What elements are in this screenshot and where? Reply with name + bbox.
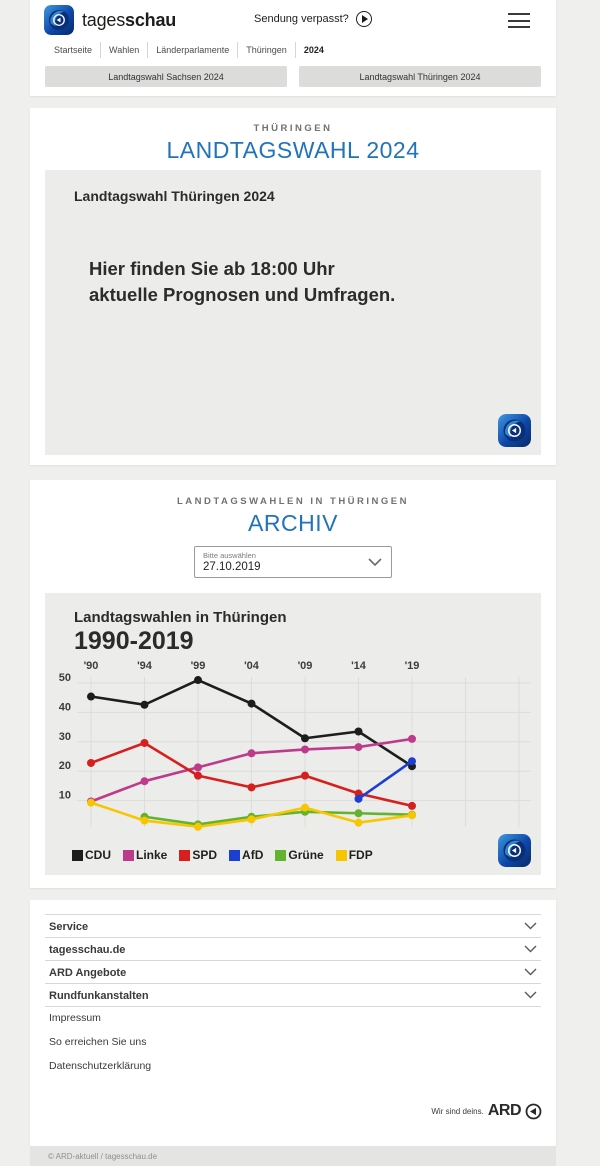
- wordmark-bold: schau: [125, 10, 177, 30]
- teaser-line-2: aktuelle Prognosen und Umfragen.: [89, 284, 396, 305]
- chevron-down-icon: [368, 558, 382, 567]
- legend-swatch: [275, 849, 287, 861]
- quick-links-row: Landtagswahl Sachsen 2024 Landtagswahl T…: [45, 66, 541, 87]
- legend-label: SPD: [192, 848, 218, 862]
- kontakt-link[interactable]: So erreichen Sie uns: [49, 1036, 147, 1048]
- legend-item-Linke: Linke: [123, 848, 167, 862]
- site-wordmark[interactable]: tagesschau: [82, 10, 176, 31]
- breadcrumb-2024[interactable]: 2024: [303, 45, 324, 55]
- chevron-down-icon: [524, 945, 537, 953]
- svg-text:50: 50: [59, 672, 71, 684]
- copyright-text: © ARD-aktuell / tagesschau.de: [48, 1152, 158, 1161]
- section-kicker: THÜRINGEN: [253, 123, 333, 134]
- legend-item-AfD: AfD: [229, 848, 263, 862]
- svg-text:'90: '90: [84, 660, 99, 672]
- legend-swatch: [72, 849, 83, 861]
- legend-swatch: [179, 849, 191, 861]
- chart-legend: CDU Linke SPD AfD Grüne FDP: [72, 848, 373, 862]
- breadcrumb: Startseite Wahlen Länderparlamente Thüri…: [46, 42, 332, 58]
- site-footer: Service tagesschau.de ARD Angebote Rundf…: [30, 900, 556, 1146]
- legend-label: AfD: [242, 848, 264, 862]
- breadcrumb-laenderparlamente[interactable]: Länderparlamente: [148, 42, 239, 58]
- teaser-card-text: Hier finden Sie ab 18:00 Uhr aktuelle Pr…: [89, 256, 395, 308]
- tagesschau-logo-icon: [498, 834, 531, 867]
- menu-button[interactable]: [508, 13, 530, 33]
- chevron-down-icon: [524, 968, 537, 976]
- site-header: tagesschau Sendung verpasst? Startseite …: [30, 0, 556, 96]
- archive-section: LANDTAGSWAHLEN IN THÜRINGEN ARCHIV Bitte…: [30, 480, 556, 888]
- ard-wordmark: ARD: [487, 1102, 522, 1119]
- legend-label: CDU: [85, 848, 111, 862]
- teaser-card-title: Landtagswahl Thüringen 2024: [74, 188, 275, 204]
- tagesschau-logo-icon: [498, 414, 531, 447]
- section-title: LANDTAGSWAHL 2024: [166, 137, 420, 163]
- svg-text:20: 20: [59, 760, 71, 772]
- svg-text:'04: '04: [244, 660, 260, 672]
- svg-text:10: 10: [59, 790, 71, 802]
- election-teaser-card: Landtagswahl Thüringen 2024 Hier finden …: [45, 170, 541, 455]
- ard-tagline: Wir sind deins.: [431, 1106, 484, 1116]
- archive-title: ARCHIV: [248, 510, 338, 536]
- select-value: 27.10.2019: [203, 561, 261, 573]
- legend-item-CDU: CDU: [72, 848, 111, 862]
- election-line-chart: 10 20 30 40 50 '90 '94 '99 '04 '09 '14 '19: [59, 660, 531, 831]
- svg-text:'99: '99: [191, 660, 206, 672]
- tagesschau-logo-icon[interactable]: [44, 5, 74, 35]
- breadcrumb-startseite[interactable]: Startseite: [46, 42, 102, 58]
- legend-label: Grüne: [288, 848, 324, 862]
- breadcrumb-thueringen[interactable]: Thüringen: [238, 42, 296, 58]
- ard-logo-icon: [525, 1103, 542, 1119]
- chart-subtitle: 1990-2019: [74, 627, 194, 655]
- legend-swatch: [229, 849, 241, 861]
- sendung-verpasst-label: Sendung verpasst?: [254, 13, 349, 25]
- archive-kicker: LANDTAGSWAHLEN IN THÜRINGEN: [177, 496, 409, 507]
- landtagswahl-sachsen-button[interactable]: Landtagswahl Sachsen 2024: [45, 66, 287, 87]
- svg-text:'14: '14: [351, 660, 367, 672]
- footer-accordion-tagesschau-de[interactable]: tagesschau.de: [45, 938, 541, 961]
- footer-links: Impressum So erreichen Sie uns Datenschu…: [49, 1012, 151, 1084]
- ard-brand: Wir sind deins. ARD: [431, 1102, 542, 1120]
- chart-title: Landtagswahlen in Thüringen: [74, 609, 287, 626]
- election-2024-section: THÜRINGEN LANDTAGSWAHL 2024 Landtagswahl…: [30, 108, 556, 465]
- teaser-line-1: Hier finden Sie ab 18:00 Uhr: [89, 258, 335, 279]
- landtagswahl-thueringen-button[interactable]: Landtagswahl Thüringen 2024: [299, 66, 541, 87]
- breadcrumb-wahlen[interactable]: Wahlen: [101, 42, 149, 58]
- footer-accordion-rundfunkanstalten[interactable]: Rundfunkanstalten: [45, 984, 541, 1007]
- header-logo-row: tagesschau Sendung verpasst?: [30, 0, 556, 40]
- chevron-down-icon: [524, 991, 537, 999]
- footer-accordion-service[interactable]: Service: [45, 915, 541, 938]
- footer-accordion: Service tagesschau.de ARD Angebote Rundf…: [45, 914, 541, 1007]
- legend-label: FDP: [348, 848, 373, 862]
- footer-accordion-ard-angebote[interactable]: ARD Angebote: [45, 961, 541, 984]
- impressum-link[interactable]: Impressum: [49, 1012, 101, 1024]
- datenschutz-link[interactable]: Datenschutzerklärung: [49, 1060, 152, 1072]
- svg-text:30: 30: [59, 731, 71, 743]
- svg-text:'09: '09: [298, 660, 313, 672]
- archive-date-select[interactable]: Bitte auswählen 27.10.2019: [194, 546, 392, 578]
- legend-item-SPD: SPD: [179, 848, 217, 862]
- sendung-verpasst-link[interactable]: Sendung verpasst?: [254, 11, 372, 27]
- legend-item-FDP: FDP: [335, 848, 373, 862]
- legend-swatch: [335, 849, 347, 861]
- wordmark-regular: tages: [82, 10, 126, 30]
- legend-label: Linke: [136, 848, 168, 862]
- copyright-bar: © ARD-aktuell / tagesschau.de: [30, 1146, 556, 1166]
- select-label: Bitte auswählen: [203, 551, 256, 560]
- play-icon[interactable]: [355, 11, 372, 27]
- svg-text:'19: '19: [405, 660, 420, 672]
- svg-text:40: 40: [59, 701, 71, 713]
- chevron-down-icon: [524, 922, 537, 930]
- legend-swatch: [123, 849, 134, 861]
- svg-text:'94: '94: [137, 660, 153, 672]
- archive-chart-card: Landtagswahlen in Thüringen 1990-2019 10…: [45, 593, 541, 875]
- legend-item-Grüne: Grüne: [275, 848, 324, 862]
